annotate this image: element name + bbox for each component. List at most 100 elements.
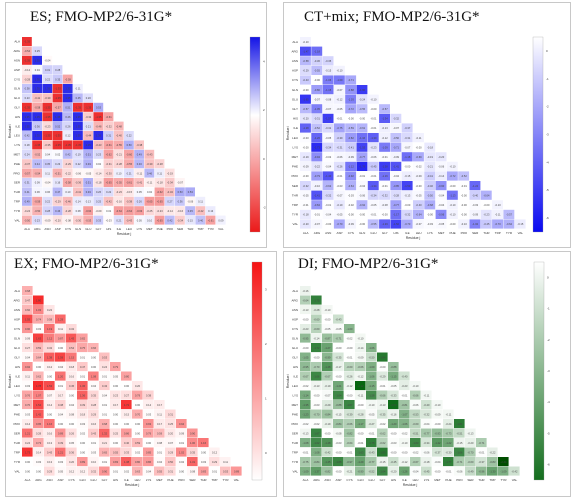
x-tick-label: LEU [126, 227, 132, 231]
heatmap-cell [311, 161, 323, 171]
cell-value: -0.90 [358, 469, 364, 473]
cell-value: 0.50 [168, 460, 174, 464]
cell-value: 0.04 [102, 393, 108, 397]
cell-value: -1.57 [325, 117, 331, 121]
cell-value: -0.00 [450, 222, 456, 226]
cell-value: -1.26 [402, 469, 408, 473]
heatmap-cell [154, 196, 165, 206]
heatmap-cell [32, 159, 42, 169]
cell-value: -0.71 [457, 460, 463, 464]
cell-value: -0.00 [359, 117, 365, 121]
heatmap-cell [333, 142, 345, 152]
heatmap-cell [42, 206, 53, 216]
cell-value: 0.13 [47, 441, 53, 445]
cell-value: -0.52 [369, 469, 375, 473]
heatmap-cell [88, 419, 99, 429]
heatmap-cell [55, 400, 66, 410]
cell-value: -1.16 [359, 136, 365, 140]
heatmap-cell [432, 466, 443, 476]
cell-value: 0.24 [102, 365, 108, 369]
cell-value: 0.00 [113, 412, 119, 416]
cell-value: -1.84 [380, 355, 386, 359]
cell-value: -1.30 [490, 469, 496, 473]
colorbar-tick-label: -2 [263, 206, 266, 210]
cell-value: -0.24 [359, 97, 365, 101]
heatmap-cell [32, 131, 42, 140]
heatmap-cell [443, 447, 454, 457]
cell-value: 0.09 [25, 336, 31, 340]
heatmap-cell [458, 190, 470, 200]
y-tick-label: MET [292, 403, 299, 407]
cell-value: -0.10 [358, 336, 364, 340]
cell-value: -0.00 [336, 346, 342, 350]
cell-value: -1.35 [45, 115, 51, 119]
colorbar-tick-label: -6 [546, 216, 549, 220]
heatmap-cell [132, 447, 143, 457]
cell-value: 0.00 [80, 441, 86, 445]
heatmap-cell [103, 121, 114, 131]
heatmap-cell [410, 400, 421, 410]
y-tick-label: CYS [14, 77, 20, 81]
cell-value: -0.10 [495, 203, 501, 207]
heatmap-cell [377, 400, 388, 410]
heatmap-cell [165, 428, 176, 438]
cell-value: -0.40 [416, 203, 422, 207]
heatmap-cell [311, 46, 323, 56]
colorbar-tick-label: 0 [547, 276, 549, 280]
cell-value: -0.11 [416, 136, 422, 140]
cell-value: -0.00 [461, 203, 467, 207]
heatmap-cell [446, 209, 458, 219]
heatmap-cell [311, 113, 323, 123]
heatmap-cell [355, 419, 366, 429]
y-tick-label: TYR [14, 209, 21, 213]
heatmap-cell [185, 187, 195, 197]
heatmap-cell [66, 409, 77, 419]
cell-value: 0.45 [188, 209, 194, 213]
heatmap-cell [413, 133, 424, 143]
x-tick-label: PHE [157, 227, 163, 231]
x-axis-label: Residue j [125, 483, 140, 487]
cell-value: 0.75 [80, 346, 86, 350]
cell-value: -0.79 [314, 174, 320, 178]
chart-title-ex: EX; FMO-MP2/6-31G* [14, 256, 159, 272]
heatmap-cell [435, 171, 447, 181]
cell-value: -0.39 [337, 136, 343, 140]
heatmap-cell [52, 187, 63, 197]
heatmap-cell [333, 419, 344, 429]
cell-value: 0.24 [25, 153, 31, 157]
cell-value: 0.14 [76, 200, 82, 204]
heatmap-cell [77, 343, 88, 353]
cell-value: -0.23 [370, 145, 376, 149]
cell-value: -0.26 [347, 374, 353, 378]
heatmap-cell [103, 159, 114, 169]
heatmap-cell [465, 438, 476, 448]
cell-value: -0.90 [438, 184, 444, 188]
cell-value: 1.35 [76, 134, 82, 138]
heatmap-cell [42, 159, 53, 169]
y-tick-label: VAL [293, 222, 299, 226]
heatmap-cell [311, 171, 323, 181]
heatmap-cell [32, 121, 42, 131]
cell-value: -1.35 [75, 106, 81, 110]
cell-value: -0.00 [303, 174, 309, 178]
heatmap-cell [476, 457, 487, 467]
heatmap-cell [32, 93, 42, 103]
cell-value: -0.31 [106, 162, 112, 166]
cell-value: 0.23 [55, 162, 61, 166]
heatmap-cell [52, 206, 63, 216]
heatmap-cell [77, 409, 88, 419]
heatmap-cell [390, 113, 402, 123]
heatmap-cell [311, 85, 323, 95]
heatmap-cell [399, 381, 410, 391]
cell-value: 0.59 [36, 346, 42, 350]
cell-value: -0.43 [147, 153, 153, 157]
heatmap-cell [356, 219, 368, 229]
heatmap-cell [345, 219, 357, 229]
cell-value: -1.34 [382, 117, 388, 121]
cell-value: 0.63 [135, 469, 141, 473]
heatmap-cell [165, 447, 176, 457]
cell-value: -0.14 [438, 174, 444, 178]
y-tick-label: GLU [14, 346, 20, 350]
heatmap-cell [93, 159, 104, 169]
cell-value: -0.77 [369, 460, 375, 464]
